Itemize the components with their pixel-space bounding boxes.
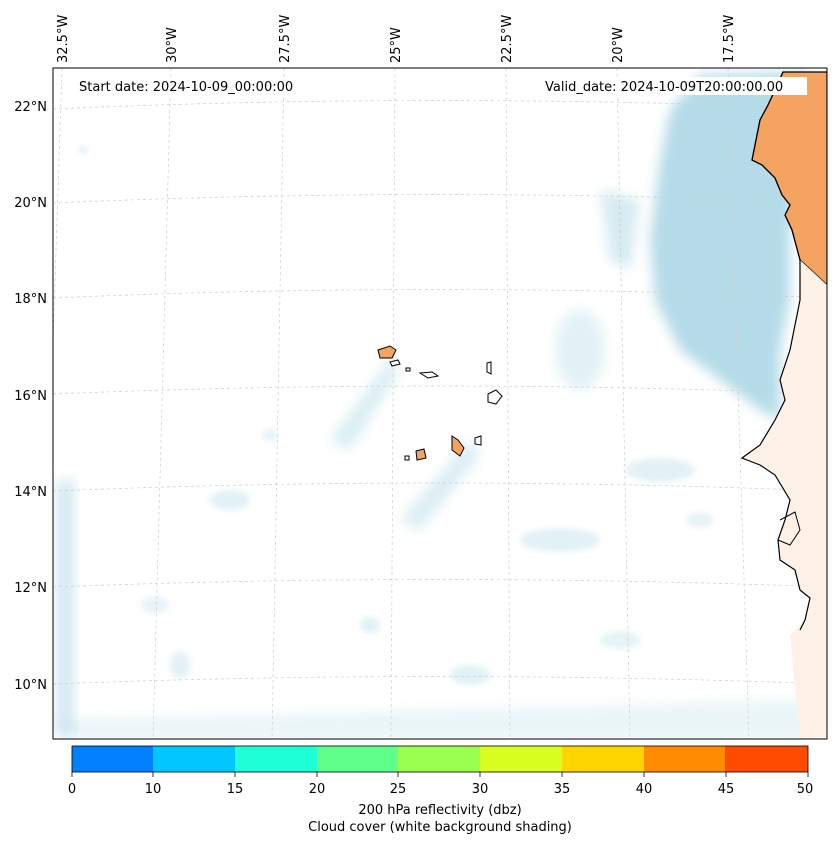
lon-label-20w: 20°W — [611, 27, 626, 63]
map-border — [52, 67, 828, 740]
colorbar-segment — [153, 746, 236, 772]
colorbar-segment — [398, 746, 481, 772]
gridline-lat-22n — [53, 100, 827, 110]
cloud-patch — [600, 631, 640, 649]
start-date-label: Start date: 2024-10-09_00:00:00 — [79, 80, 293, 95]
colorbar-tick-label: 25 — [390, 782, 407, 797]
lat-label-18n: 18°N — [14, 292, 47, 307]
colorbar-segment — [72, 746, 154, 772]
island-brava — [404, 455, 410, 461]
lat-label-14n: 14°N — [14, 485, 47, 500]
cloud-streak-islands — [330, 360, 400, 450]
lat-label-16n: 16°N — [14, 389, 47, 404]
gridline-lon-25w — [390, 68, 396, 739]
colorbar-segment — [317, 746, 399, 772]
cloud-patch — [78, 145, 88, 155]
coastline-west-africa — [740, 71, 811, 631]
island-santiago — [451, 435, 465, 457]
colorbar-title: 200 hPa reflectivity (dbz) — [358, 803, 521, 818]
lon-label-27-5w: 27.5°W — [278, 15, 293, 63]
gridline-lon-30w — [152, 68, 172, 739]
cloud-patch — [262, 429, 278, 441]
island-santo-antao — [377, 345, 397, 359]
colorbar-tick-label: 35 — [554, 782, 571, 797]
cloud-patch — [170, 651, 190, 679]
lat-label-22n: 22°N — [14, 100, 47, 115]
cloud-west-edge — [55, 480, 75, 735]
coastline-bissau — [777, 511, 801, 546]
cloud-patch — [360, 617, 380, 633]
gridline-lat-20n — [53, 194, 827, 204]
gridline-lat-18n — [53, 289, 827, 299]
cloud-patch — [141, 597, 169, 613]
island-sal — [486, 361, 492, 375]
island-boa-vista — [487, 389, 503, 405]
colorbar-segment — [235, 746, 318, 772]
island-fogo — [415, 448, 427, 461]
colorbar-tick-label: 20 — [309, 782, 326, 797]
lon-label-30w: 30°W — [165, 27, 180, 63]
gridline-lat-10n — [53, 676, 827, 685]
colorbar-tick-label: 40 — [636, 782, 653, 797]
africa-landmass — [740, 71, 827, 739]
island-sao-nicolau — [418, 371, 440, 379]
lat-label-10n: 10°N — [14, 678, 47, 693]
colorbar-tick-label: 50 — [797, 782, 814, 797]
lon-label-22-5w: 22.5°W — [500, 15, 515, 63]
colorbar-segment — [562, 746, 645, 772]
start-date-box — [74, 77, 312, 95]
gridline-lon-17-5w — [727, 68, 750, 739]
lat-label-12n: 12°N — [14, 581, 47, 596]
lon-label-25w: 25°W — [389, 27, 404, 63]
cloud-patch — [210, 490, 250, 510]
graticule — [53, 68, 827, 739]
colorbar-segment — [725, 746, 808, 772]
colorbar-border — [71, 745, 809, 773]
cloud-patch — [450, 665, 490, 685]
gridline-lon-27-5w — [271, 68, 285, 739]
lat-label-20n: 20°N — [14, 196, 47, 211]
gridline-lat-16n — [53, 385, 827, 395]
lon-label-32-5w: 32.5°W — [56, 15, 71, 63]
lon-label-17-5w: 17.5°W — [722, 15, 737, 63]
valid-date-label: Valid_date: 2024-10-09T20:00:00.00 — [545, 80, 783, 95]
cloud-patch — [520, 528, 600, 552]
colorbar-tick-label: 45 — [718, 782, 735, 797]
colorbar-tick-label: 15 — [227, 782, 244, 797]
island-santa-luzia — [405, 367, 411, 372]
island-maio — [474, 435, 482, 446]
valid-date-box — [540, 77, 807, 95]
cloud-streak-south — [400, 440, 480, 530]
cloud-patch — [555, 310, 605, 390]
gridline-lon-20w — [616, 68, 631, 739]
cloud-patch — [686, 512, 714, 528]
colorbar-tick-label: 30 — [472, 782, 489, 797]
gridline-lat-14n — [53, 482, 827, 492]
colorbar-tick-label: 10 — [145, 782, 162, 797]
cape-verde-islands — [377, 345, 503, 461]
colorbar-tick-label: 0 — [68, 782, 76, 797]
colorbar-subtitle: Cloud cover (white background shading) — [308, 820, 572, 835]
cloud-patch — [625, 458, 695, 482]
gridline-lon-22-5w — [505, 68, 511, 739]
gridline-lat-12n — [53, 579, 827, 588]
island-sao-vicente — [389, 359, 401, 367]
colorbar: 0 10 15 20 25 30 35 40 45 50 200 hPa ref… — [68, 745, 814, 835]
colorbar-segment — [644, 746, 726, 772]
colorbar-segment — [480, 746, 563, 772]
